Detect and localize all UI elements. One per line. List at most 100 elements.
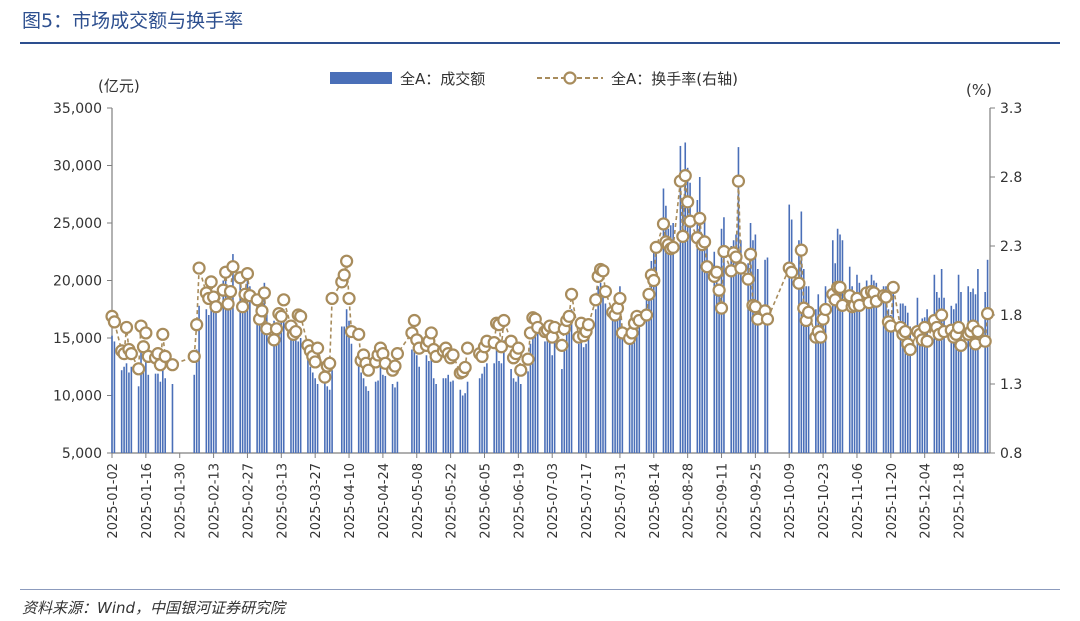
turnover-point (325, 291, 339, 306)
right-tick-label: 2.3 (1000, 239, 1022, 255)
turnover-point (342, 291, 356, 306)
volume-bar (215, 304, 217, 453)
volume-bar (246, 269, 249, 453)
volume-bar (365, 386, 367, 453)
volume-bar (679, 145, 682, 453)
volume-bar (205, 309, 208, 453)
turnover-point (257, 286, 271, 300)
volume-bar (587, 326, 590, 453)
turnover-point (192, 261, 206, 275)
volume-bar (316, 384, 319, 453)
volume-bar (858, 282, 861, 453)
volume-bar (735, 234, 737, 453)
turnover-point (267, 333, 281, 347)
volume-bar (916, 297, 919, 453)
volume-bar (645, 297, 648, 453)
volume-bar (822, 320, 824, 453)
volume-bar (892, 281, 895, 453)
volume-bar (340, 326, 343, 453)
left-tick-label: 10,000 (53, 389, 102, 405)
x-tick-label: 2025-08-14 (648, 463, 663, 539)
volume-bar (807, 286, 810, 453)
volume-bar (636, 317, 638, 453)
volume-bar (418, 366, 420, 453)
volume-bar (815, 309, 817, 453)
volume-bar (836, 228, 839, 453)
volume-bar (137, 386, 140, 453)
turnover-point (978, 334, 992, 348)
volume-bar (382, 374, 384, 453)
x-tick-label: 2025-12-18 (953, 463, 968, 539)
turnover-point (460, 341, 475, 355)
turnover-point (289, 324, 303, 339)
turnover-point (613, 291, 627, 306)
volume-bar (145, 357, 147, 453)
volume-bar (873, 280, 875, 453)
turnover-point (598, 284, 613, 299)
volume-bar (684, 142, 687, 453)
turnover-point (158, 349, 172, 363)
volume-bar (565, 332, 568, 453)
bar-series-layer (111, 142, 989, 454)
axes-layer (107, 107, 995, 458)
volume-bar (239, 271, 241, 453)
turnover-point (277, 293, 291, 307)
volume-bar (517, 365, 520, 453)
volume-bar (824, 286, 827, 453)
turnover-point (785, 265, 799, 279)
turnover-point (814, 330, 828, 344)
turnover-point (879, 290, 893, 304)
turnover-point (269, 322, 284, 336)
volume-bar (411, 349, 413, 453)
x-tick-label: 2025-12-04 (919, 463, 934, 539)
volume-bar (256, 297, 258, 453)
volume-bar (343, 326, 345, 453)
turnover-point (204, 275, 218, 289)
x-tick-label: 2025-02-27 (241, 463, 256, 539)
volume-bar (495, 343, 498, 453)
left-tick-label: 20,000 (53, 274, 102, 290)
volume-bar (800, 211, 803, 453)
turnover-point (712, 283, 726, 297)
turnover-point (424, 326, 438, 340)
volume-bar (740, 240, 742, 453)
volume-bar (967, 286, 970, 453)
volume-bar (933, 274, 936, 453)
volume-bar (638, 315, 641, 453)
turnover-point (794, 243, 808, 257)
volume-bar (273, 320, 275, 453)
volume-bar (669, 225, 672, 453)
volume-bar (890, 315, 892, 453)
volume-bar (447, 374, 450, 453)
left-tick-label: 15,000 (53, 331, 102, 347)
volume-bar (461, 395, 464, 453)
volume-bar (718, 286, 720, 453)
turnover-point (920, 334, 934, 348)
volume-bar (580, 328, 583, 453)
volume-bar (130, 366, 133, 453)
turnover-point (323, 356, 337, 370)
volume-bar (839, 234, 841, 453)
volume-bar (665, 205, 667, 453)
volume-bar (128, 372, 130, 453)
turnover-point (497, 313, 511, 328)
volume-bar (527, 371, 529, 453)
turnover-point (697, 235, 712, 249)
volume-bar (478, 378, 481, 453)
volume-bar (667, 228, 670, 453)
volume-bar (865, 280, 868, 453)
volume-bar (730, 246, 732, 453)
volume-bar (616, 297, 619, 453)
volume-bar (578, 343, 580, 453)
turnover-point (589, 293, 603, 307)
turnover-point (310, 341, 325, 355)
volume-bar (362, 378, 365, 453)
turnover-point (274, 309, 288, 323)
volume-bar (258, 309, 261, 453)
turnover-point (886, 280, 900, 294)
turnover-point (710, 265, 724, 279)
turnover-point (731, 174, 746, 188)
turnover-point (935, 308, 949, 322)
volume-bar (113, 341, 116, 453)
